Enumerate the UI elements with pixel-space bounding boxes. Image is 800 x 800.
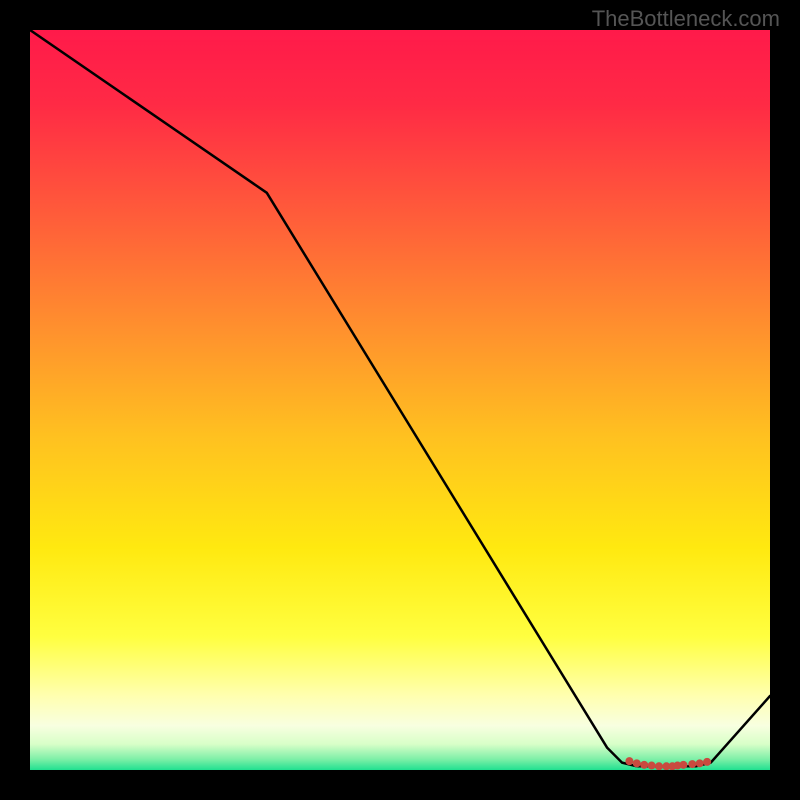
optimal-marker	[703, 758, 711, 766]
optimal-marker	[633, 759, 641, 767]
optimal-range-markers	[625, 757, 711, 770]
plot-area	[30, 30, 770, 770]
optimal-marker	[696, 759, 704, 767]
chart-overlay	[30, 30, 770, 770]
optimal-marker	[648, 762, 656, 770]
optimal-marker	[640, 761, 648, 769]
bottleneck-curve	[30, 30, 770, 766]
optimal-marker	[688, 760, 696, 768]
optimal-marker	[625, 757, 633, 765]
chart-container: TheBottleneck.com	[0, 0, 800, 800]
optimal-marker	[655, 762, 663, 770]
watermark-text: TheBottleneck.com	[592, 6, 780, 32]
optimal-marker	[679, 761, 687, 769]
